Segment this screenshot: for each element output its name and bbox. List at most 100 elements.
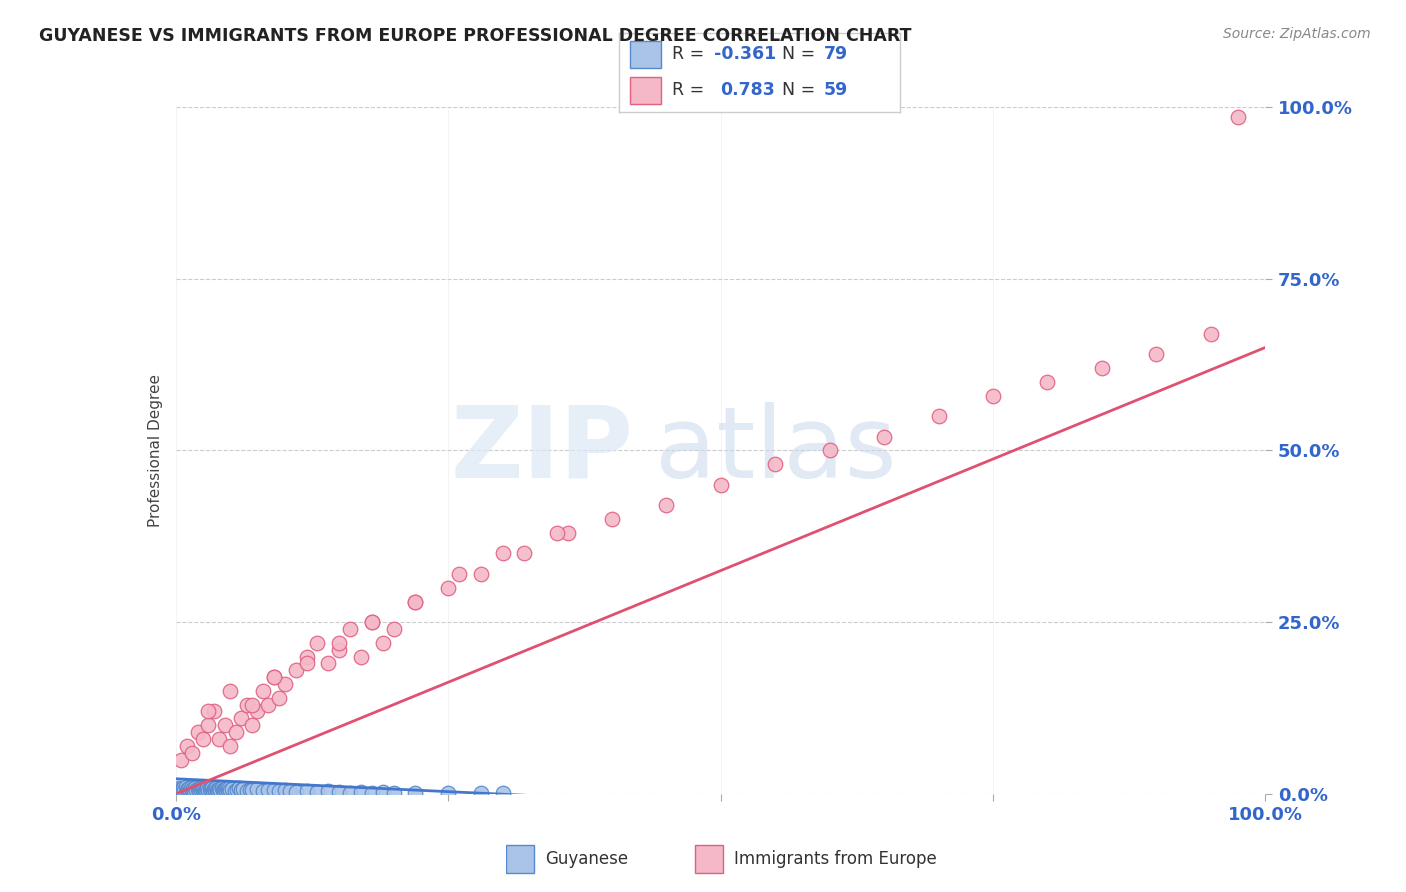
Point [263,670,285,684]
Point [215,783,238,797]
Point [437,581,460,595]
Point [208,731,231,746]
Point [246,782,269,797]
Point [177,781,200,796]
Point [1036,375,1059,389]
Point [240,698,263,712]
Point [214,782,236,797]
Point [437,786,460,800]
Point [284,663,307,677]
Point [174,780,197,794]
Text: R =: R = [672,45,710,63]
Text: ZIP: ZIP [450,402,633,499]
Text: 0.783: 0.783 [720,81,775,99]
Point [295,784,318,798]
Point [873,430,896,444]
Point [186,782,208,797]
Point [546,525,568,540]
Point [201,784,224,798]
Point [184,781,207,796]
Point [318,784,340,798]
Point [211,781,233,796]
Text: 79: 79 [824,45,848,63]
Text: -0.361: -0.361 [714,45,776,63]
Point [179,782,201,797]
Point [278,784,301,798]
Point [181,746,204,760]
Point [191,731,214,746]
Point [205,782,228,797]
Point [212,784,235,798]
Point [202,705,225,719]
Point [492,546,515,561]
Text: atlas: atlas [655,402,897,499]
Point [350,785,373,799]
Point [194,784,217,798]
Point [246,705,269,719]
Point [928,409,950,423]
Text: N =: N = [782,45,821,63]
Point [221,782,243,797]
Point [217,782,239,797]
Point [447,567,470,582]
Point [198,782,221,797]
Point [240,783,263,797]
Point [1144,347,1167,361]
Point [818,443,841,458]
Point [371,636,394,650]
Bar [695,846,723,872]
Point [328,642,350,657]
Point [405,594,427,608]
Point [235,784,257,798]
Point [201,780,224,795]
Text: R =: R = [672,81,716,99]
Point [513,546,536,561]
Point [274,783,297,797]
Point [263,783,285,797]
Point [208,782,231,797]
Point [360,785,382,799]
Point [257,698,280,712]
Point [202,782,225,797]
Text: N =: N = [782,81,821,99]
Point [274,677,297,691]
Point [382,622,405,636]
Point [180,780,202,795]
Point [240,718,263,732]
Point [470,567,492,582]
Point [371,785,394,799]
Point [218,781,240,796]
Point [655,499,678,513]
Text: Source: ZipAtlas.com: Source: ZipAtlas.com [1223,27,1371,41]
Point [557,525,579,540]
Point [307,785,329,799]
Point [195,782,218,797]
Point [225,782,247,797]
Point [981,388,1004,402]
Point [382,785,405,799]
Point [710,478,733,492]
Point [191,783,214,797]
Point [170,782,193,797]
Point [167,780,190,795]
Point [339,785,361,799]
Point [295,657,318,671]
Point [600,512,623,526]
Point [188,780,211,795]
Point [177,782,200,797]
Point [318,657,340,671]
Point [219,783,242,797]
Point [1227,111,1250,125]
Point [492,786,515,800]
Point [200,782,222,797]
Point [173,782,195,797]
Point [225,725,247,739]
Point [470,785,492,799]
Point [405,785,427,799]
Point [195,781,218,796]
Point [186,725,209,739]
Point [405,594,427,608]
Point [295,649,318,664]
Point [214,718,236,732]
Point [269,690,291,705]
